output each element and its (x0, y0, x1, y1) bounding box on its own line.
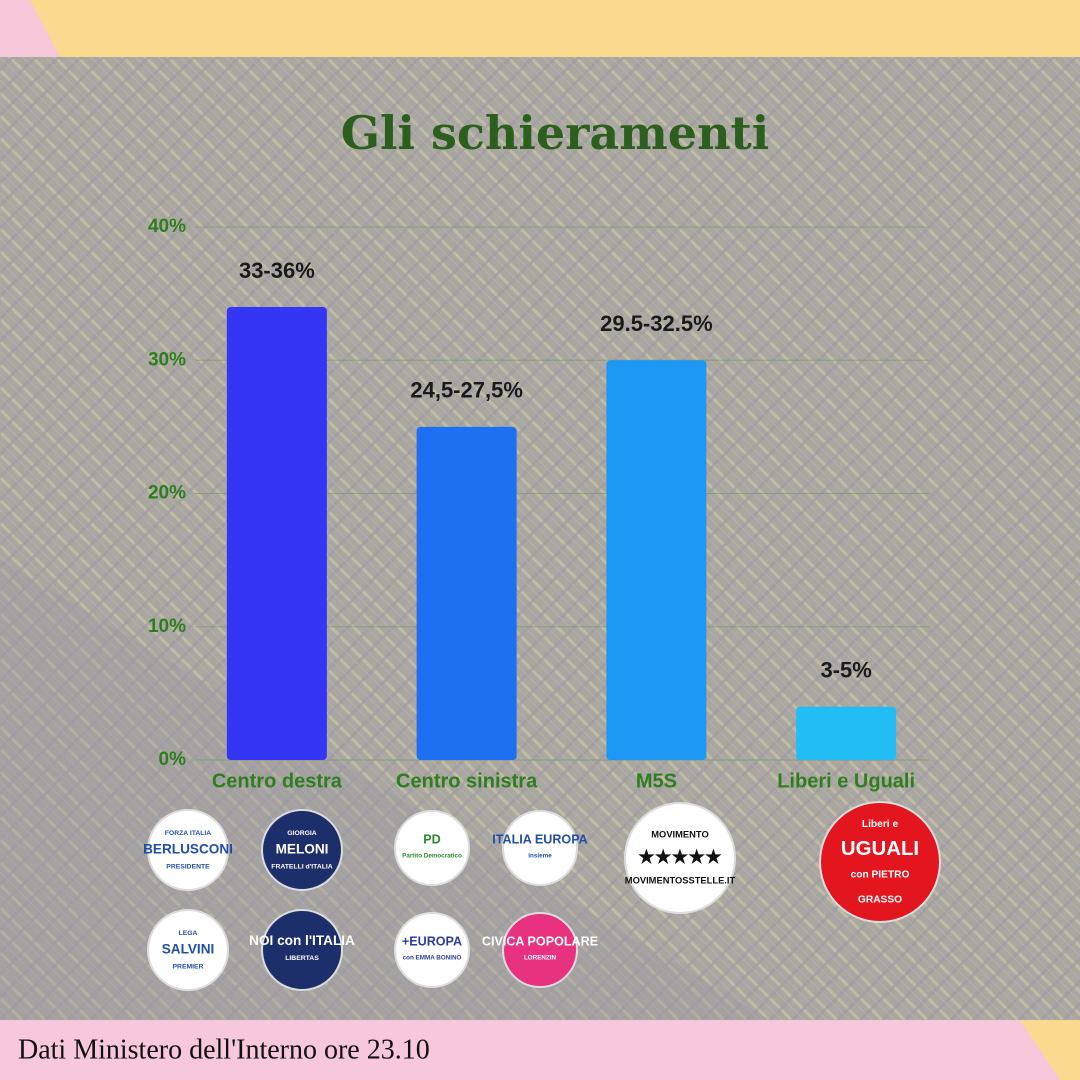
top-corner (0, 0, 60, 57)
logo-text: BERLUSCONI (143, 842, 233, 857)
logo-text: PREMIER (173, 964, 204, 971)
logo-text: Liberi e (862, 819, 899, 830)
logo-text: MOVIMENTOSSTELLE.IT (625, 876, 736, 886)
party-logo (147, 909, 229, 991)
logo-text: +EUROPA (402, 935, 462, 949)
logo-text: con EMMA BONINO (403, 954, 462, 961)
footer: Dati Ministero dell'Interno ore 23.10 (18, 1034, 430, 1065)
logo-text: ITALIA EUROPA (492, 833, 588, 847)
bar (416, 426, 517, 760)
logo-text: insieme (528, 852, 552, 859)
logo-text: NOI con l'ITALIA (249, 933, 355, 948)
y-tick-label: 10% (148, 616, 186, 637)
y-tick-label: 30% (148, 349, 186, 370)
x-tick-label: M5S (636, 770, 677, 792)
logo-text: con PIETRO (851, 869, 910, 880)
y-tick-label: 20% (148, 483, 186, 504)
party-logo (261, 909, 343, 991)
party-logo (502, 912, 578, 988)
chart-title: Gli schieramenti (341, 106, 770, 160)
logo-text: UGUALI (841, 838, 919, 860)
y-tick-label: 0% (159, 749, 187, 770)
logo-text: SALVINI (162, 942, 215, 957)
party-logo (394, 912, 470, 988)
party-logo (147, 809, 229, 891)
party-logo (261, 809, 343, 891)
value-label: 24,5-27,5% (410, 378, 523, 403)
bottom-corner (1020, 1020, 1080, 1080)
party-logo (819, 801, 941, 923)
logo-text: Partito Democratico (402, 852, 462, 859)
logo-text: PD (423, 833, 440, 847)
logo-text: CIVICA POPOLARE (482, 935, 598, 949)
logo-text: GRASSO (858, 894, 902, 905)
top-band (0, 0, 1080, 57)
bar (606, 360, 707, 760)
logo-text: GIORGIA (287, 830, 317, 837)
value-label: 3-5% (820, 658, 871, 683)
party-logo (502, 810, 578, 886)
value-label: 33-36% (239, 258, 315, 283)
bar (796, 706, 897, 760)
party-logo (624, 802, 736, 914)
x-tick-label: Centro destra (212, 770, 343, 792)
x-tick-label: Liberi e Uguali (777, 770, 915, 792)
value-label: 29.5-32.5% (600, 311, 713, 336)
background-shade (0, 560, 770, 1020)
logo-text: LORENZIN (524, 954, 557, 961)
logo-text: MELONI (276, 842, 329, 857)
logo-text: LEGA (179, 930, 198, 937)
logo-text: ★★★★★ (638, 846, 722, 867)
y-tick-label: 40% (148, 216, 186, 237)
logo-text: FORZA ITALIA (165, 830, 212, 837)
logo-text: PRESIDENTE (166, 864, 210, 871)
bar (226, 306, 327, 760)
logo-text: LIBERTAS (285, 955, 319, 962)
x-tick-label: Centro sinistra (396, 770, 538, 792)
bottom-band (0, 1020, 1080, 1080)
logo-text: MOVIMENTO (651, 829, 708, 839)
party-logo (394, 810, 470, 886)
logo-text: FRATELLI d'ITALIA (271, 864, 332, 871)
